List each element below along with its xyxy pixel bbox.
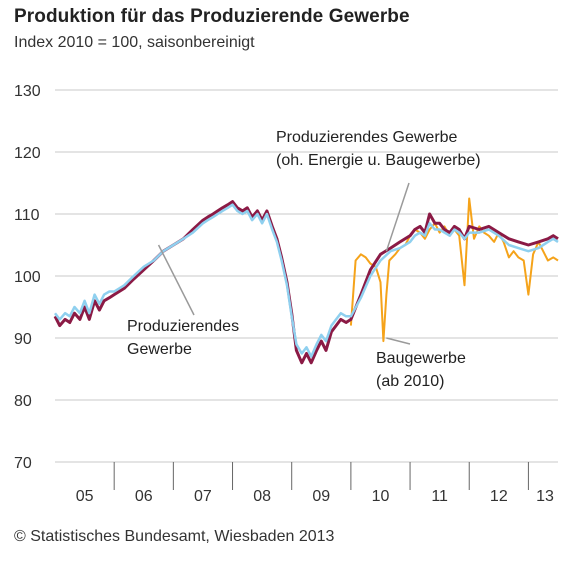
y-axis-ticks: 70 80 90 100 110 120 130 <box>14 83 41 472</box>
annotation-label: Produzierendes <box>127 318 239 335</box>
y-tick-label: 110 <box>14 207 40 224</box>
chart-title: Produktion für das Produzierende Gewerbe <box>14 6 410 27</box>
annotation-label: (ab 2010) <box>376 373 445 390</box>
x-tick-label: 13 <box>536 488 554 505</box>
annotation-label: Gewerbe <box>127 341 192 358</box>
source-note: © Statistisches Bundesamt, Wiesbaden 201… <box>14 528 335 545</box>
x-tick-label: 10 <box>372 488 390 505</box>
annotation-label: (oh. Energie u. Baugewerbe) <box>276 152 481 169</box>
annotation-leader <box>385 182 410 252</box>
series-lines <box>53 197 559 365</box>
y-tick-label: 100 <box>14 269 41 286</box>
x-tick-label: 12 <box>490 488 508 505</box>
series-line-produzierendes_gewerbe <box>53 200 559 365</box>
annotation-leader <box>157 244 195 316</box>
series-line-ohne_energie_bau <box>54 203 559 358</box>
x-tick-label: 08 <box>253 488 271 505</box>
grid-lines <box>55 89 558 463</box>
line-chart: 70 80 90 100 110 120 130 05 06 07 08 09 10 11 12 13 Pr… <box>14 83 559 505</box>
x-tick-label: 06 <box>135 488 153 505</box>
year-separators <box>113 462 529 490</box>
y-tick-label: 120 <box>14 145 41 162</box>
x-axis-ticks: 05 06 07 08 09 10 11 12 13 <box>76 488 554 505</box>
x-tick-label: 07 <box>194 488 212 505</box>
chart-subtitle: Index 2010 = 100, saisonbereinigt <box>14 34 255 51</box>
y-tick-label: 90 <box>14 331 32 348</box>
annotation-label: Produzierendes Gewerbe <box>276 129 458 146</box>
annotation-label: Baugewerbe <box>376 350 466 367</box>
annotations: Produzierendes Gewerbe (oh. Energie u. Ba… <box>127 129 481 390</box>
series-line-baugewerbe <box>349 197 559 343</box>
x-tick-label: 09 <box>312 488 330 505</box>
y-tick-label: 70 <box>14 455 32 472</box>
x-tick-label: 11 <box>431 488 448 505</box>
x-tick-label: 05 <box>76 488 94 505</box>
annotation-leader <box>386 337 411 345</box>
y-tick-label: 130 <box>14 83 41 100</box>
y-tick-label: 80 <box>14 393 32 410</box>
